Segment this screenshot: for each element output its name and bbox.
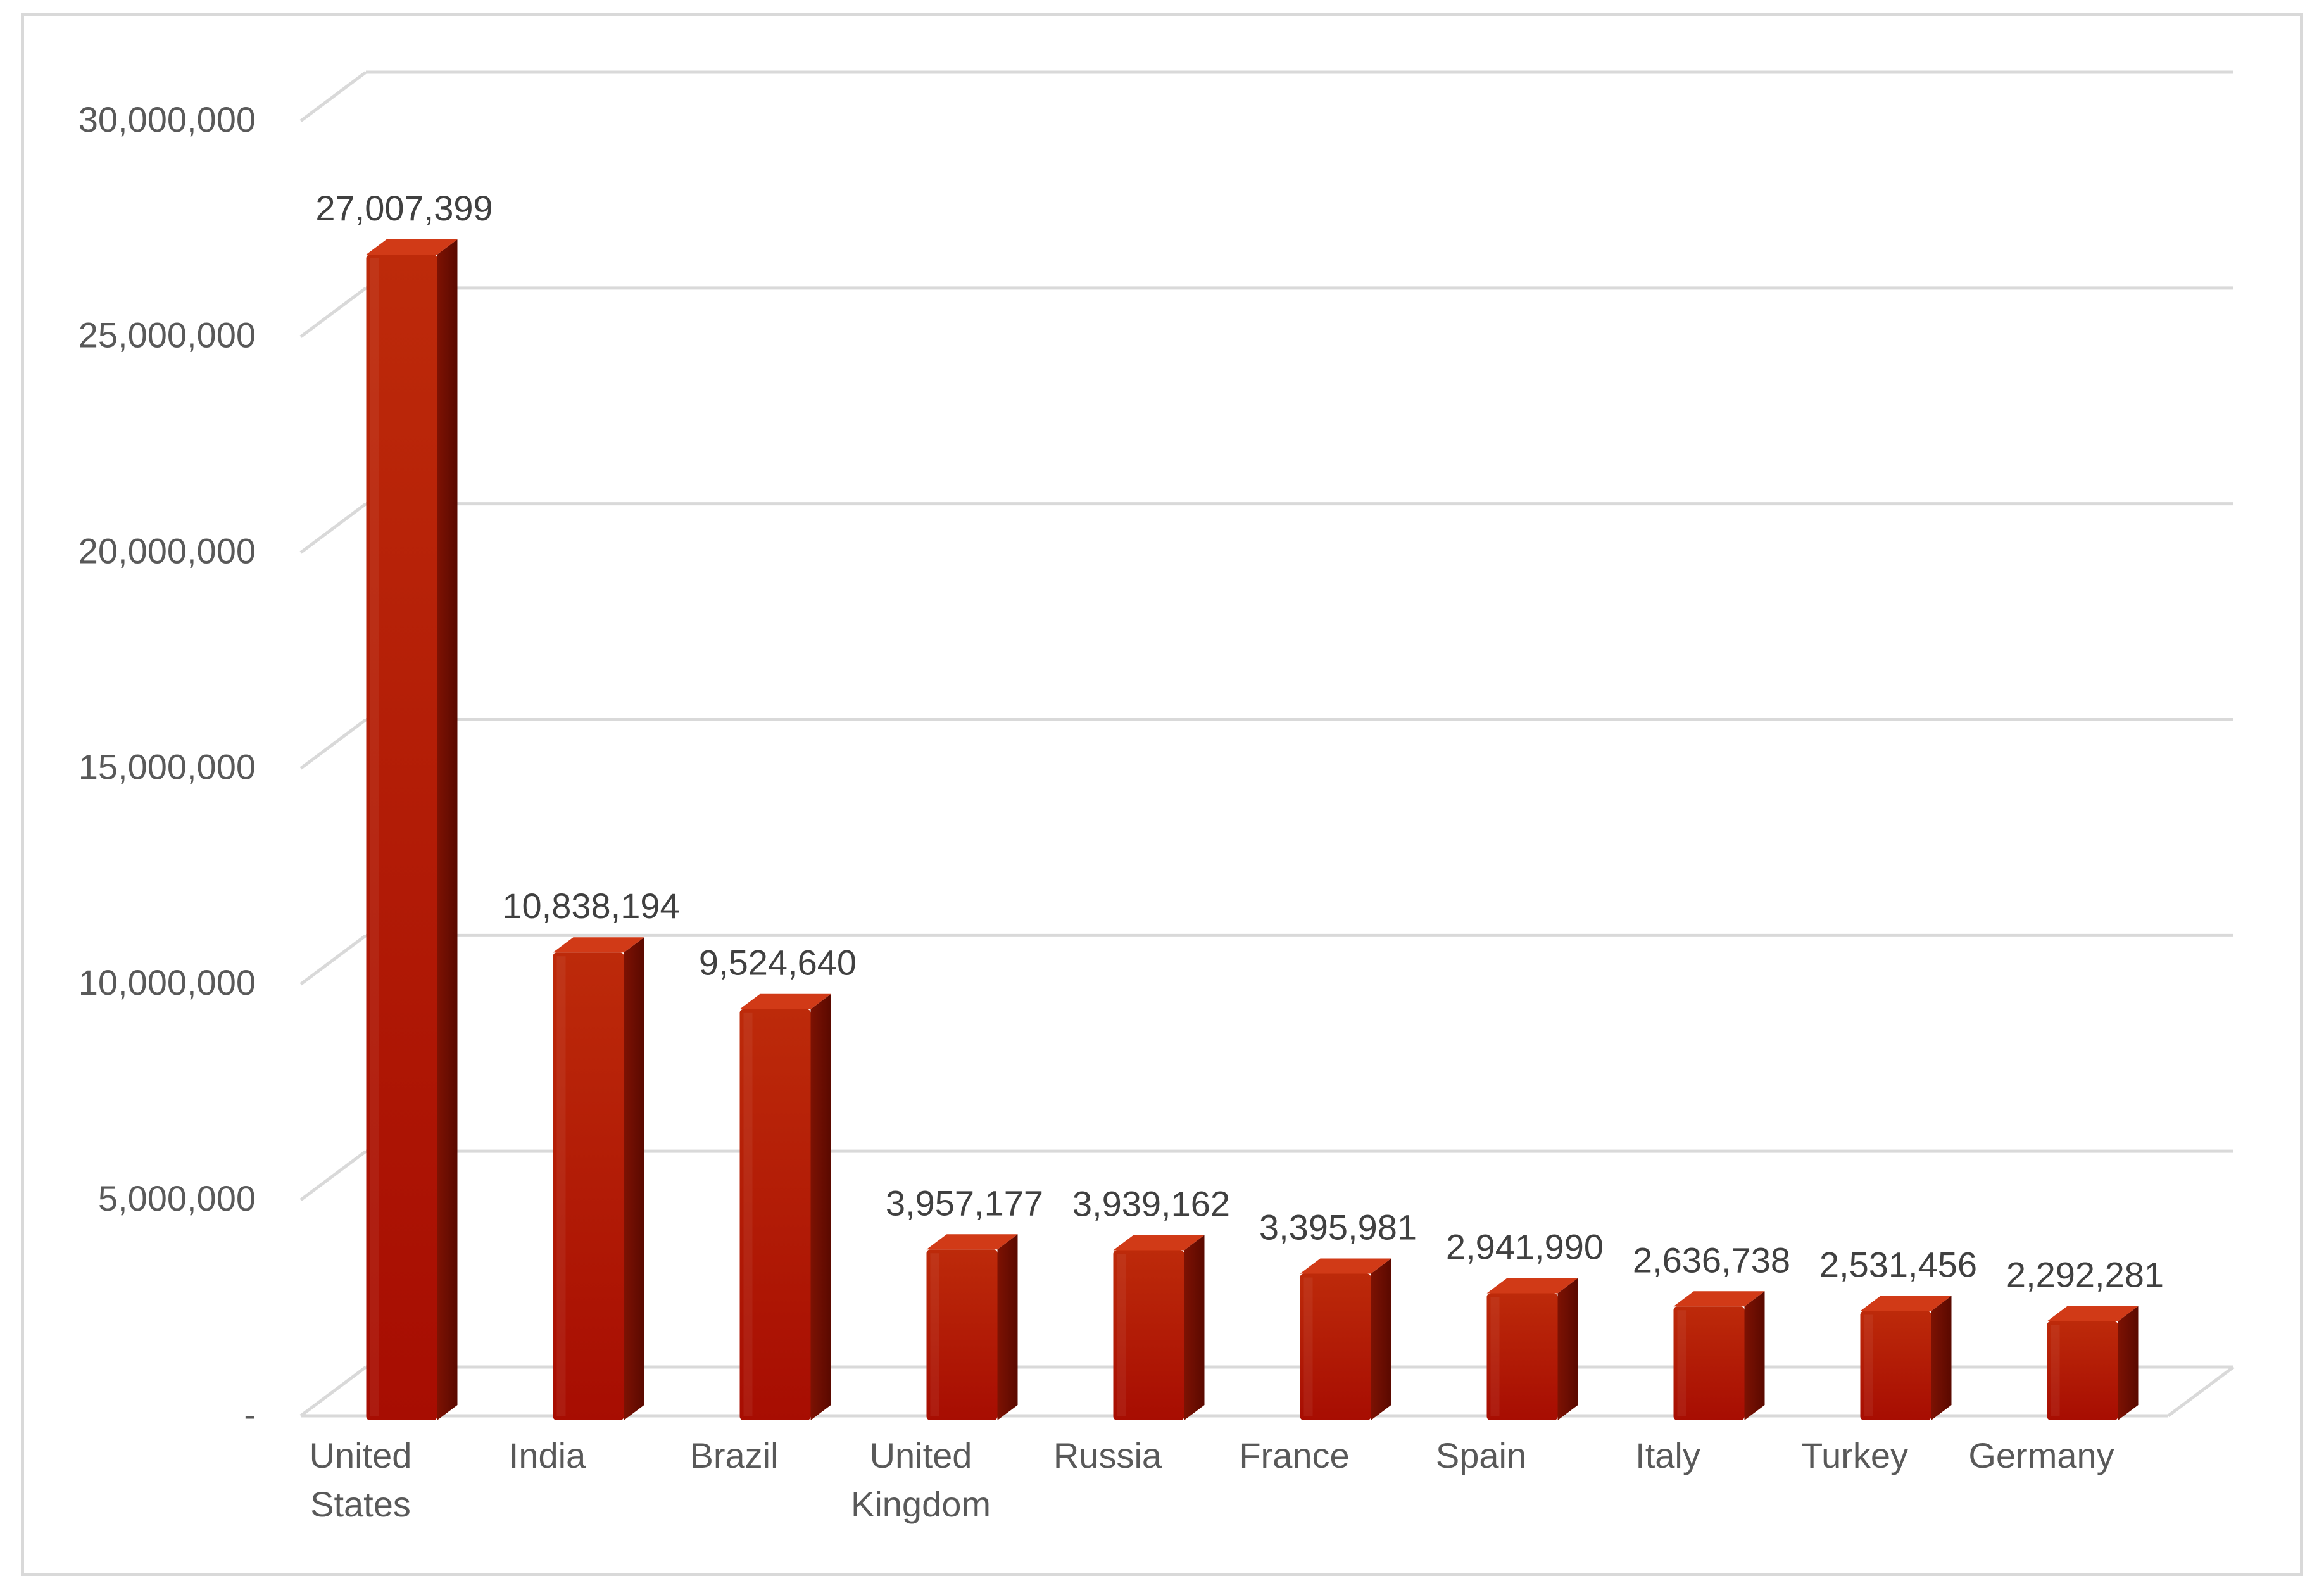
data-label: 3,395,981 bbox=[1259, 1207, 1417, 1247]
data-label: 27,007,399 bbox=[315, 188, 493, 228]
bar bbox=[2047, 1306, 2139, 1420]
bar-highlight bbox=[1117, 1254, 1126, 1416]
bar-highlight bbox=[1303, 1277, 1313, 1416]
y-tick-label: 30,000,000 bbox=[79, 99, 256, 139]
bar-side bbox=[1931, 1296, 1952, 1420]
gridline-side bbox=[299, 502, 367, 554]
bar-front bbox=[739, 1009, 811, 1420]
bar-highlight bbox=[743, 1012, 753, 1416]
floor-right-edge bbox=[2167, 1365, 2235, 1418]
x-tick-label: States bbox=[310, 1484, 411, 1524]
gridline-side bbox=[299, 1150, 367, 1202]
bar-front bbox=[553, 952, 624, 1420]
data-labels: 27,007,399 10,838,194 9,524,640 3,957,177 3,… bbox=[315, 188, 2164, 1295]
bar-highlight bbox=[2051, 1325, 2060, 1416]
bar bbox=[1486, 1278, 1578, 1420]
gridline-side bbox=[299, 718, 367, 770]
x-axis-tick-labels: United States India Brazil United Kingdom Russ… bbox=[310, 1435, 2114, 1524]
bar bbox=[1113, 1235, 1205, 1420]
bar bbox=[926, 1234, 1018, 1420]
bar-top bbox=[1673, 1291, 1765, 1307]
data-label: 3,939,162 bbox=[1072, 1183, 1230, 1223]
x-tick-label: India bbox=[509, 1435, 586, 1475]
bar-side bbox=[1557, 1278, 1578, 1420]
bar bbox=[366, 239, 458, 1421]
y-tick-label: 25,000,000 bbox=[79, 315, 256, 355]
bar-front bbox=[366, 254, 437, 1421]
bar-top bbox=[2047, 1306, 2139, 1321]
bar bbox=[1300, 1258, 1391, 1420]
y-axis-tick-labels: - 5,000,000 10,000,000 15,000,000 20,000,000… bbox=[79, 99, 256, 1434]
floor-left-edge bbox=[299, 1365, 367, 1418]
bar-side bbox=[810, 993, 831, 1420]
bar-top bbox=[1300, 1258, 1391, 1274]
x-tick-label: Brazil bbox=[689, 1435, 778, 1475]
bar-top bbox=[366, 239, 458, 255]
x-tick-label: Germany bbox=[1968, 1435, 2114, 1475]
x-tick-label: Kingdom bbox=[851, 1484, 991, 1524]
bar-highlight bbox=[1490, 1297, 1500, 1416]
bar-front bbox=[926, 1249, 998, 1420]
data-label: 2,292,281 bbox=[2006, 1255, 2164, 1295]
data-label: 2,531,456 bbox=[1819, 1244, 1977, 1284]
gridline-side bbox=[299, 70, 367, 123]
data-label: 3,957,177 bbox=[886, 1183, 1043, 1223]
bar-top bbox=[739, 993, 831, 1009]
bar-front bbox=[1673, 1306, 1745, 1420]
y-tick-label: 15,000,000 bbox=[79, 747, 256, 786]
bar-front bbox=[1486, 1293, 1558, 1420]
bar bbox=[739, 993, 831, 1420]
y-tick-label: 20,000,000 bbox=[79, 531, 256, 571]
bar-highlight bbox=[370, 258, 379, 1417]
bar-front bbox=[1860, 1311, 1931, 1420]
bar-top bbox=[926, 1234, 1018, 1250]
bar-front bbox=[1113, 1250, 1184, 1420]
x-tick-label: Italy bbox=[1635, 1435, 1700, 1475]
bar-highlight bbox=[1677, 1310, 1686, 1416]
data-label: 10,838,194 bbox=[502, 886, 679, 926]
x-tick-label: Spain bbox=[1436, 1435, 1526, 1475]
y-tick-label: - bbox=[244, 1394, 256, 1434]
bar-top bbox=[1113, 1235, 1205, 1251]
data-label: 2,941,990 bbox=[1446, 1226, 1604, 1266]
bars bbox=[366, 239, 2139, 1421]
bar-front bbox=[2047, 1321, 2118, 1420]
bar-top bbox=[1486, 1278, 1578, 1294]
bar-highlight bbox=[556, 956, 566, 1416]
bar-highlight bbox=[930, 1253, 939, 1416]
bar-side bbox=[2118, 1306, 2139, 1420]
data-label: 9,524,640 bbox=[699, 943, 857, 983]
x-tick-label: Russia bbox=[1053, 1435, 1162, 1475]
y-tick-label: 10,000,000 bbox=[79, 962, 256, 1002]
x-tick-label: United bbox=[870, 1435, 972, 1475]
bar bbox=[1860, 1296, 1952, 1420]
bar bbox=[1673, 1291, 1765, 1420]
gridline-side bbox=[299, 286, 367, 338]
bar-top bbox=[1860, 1296, 1952, 1311]
bar-side bbox=[1184, 1235, 1205, 1420]
bar-side bbox=[624, 937, 644, 1420]
x-tick-label: Turkey bbox=[1801, 1435, 1908, 1475]
bar-side bbox=[437, 239, 458, 1421]
y-tick-label: 5,000,000 bbox=[98, 1178, 256, 1218]
bar-side bbox=[1371, 1258, 1391, 1420]
bar-front bbox=[1300, 1273, 1371, 1420]
gridline-side bbox=[299, 934, 367, 986]
bar-side bbox=[997, 1234, 1018, 1420]
data-label: 2,636,738 bbox=[1633, 1240, 1790, 1280]
x-tick-label: United bbox=[310, 1435, 412, 1475]
bar-top bbox=[553, 937, 644, 953]
bar bbox=[553, 937, 644, 1420]
bar-side bbox=[1744, 1291, 1765, 1420]
x-tick-label: France bbox=[1239, 1435, 1349, 1475]
bar-highlight bbox=[1864, 1314, 1873, 1416]
